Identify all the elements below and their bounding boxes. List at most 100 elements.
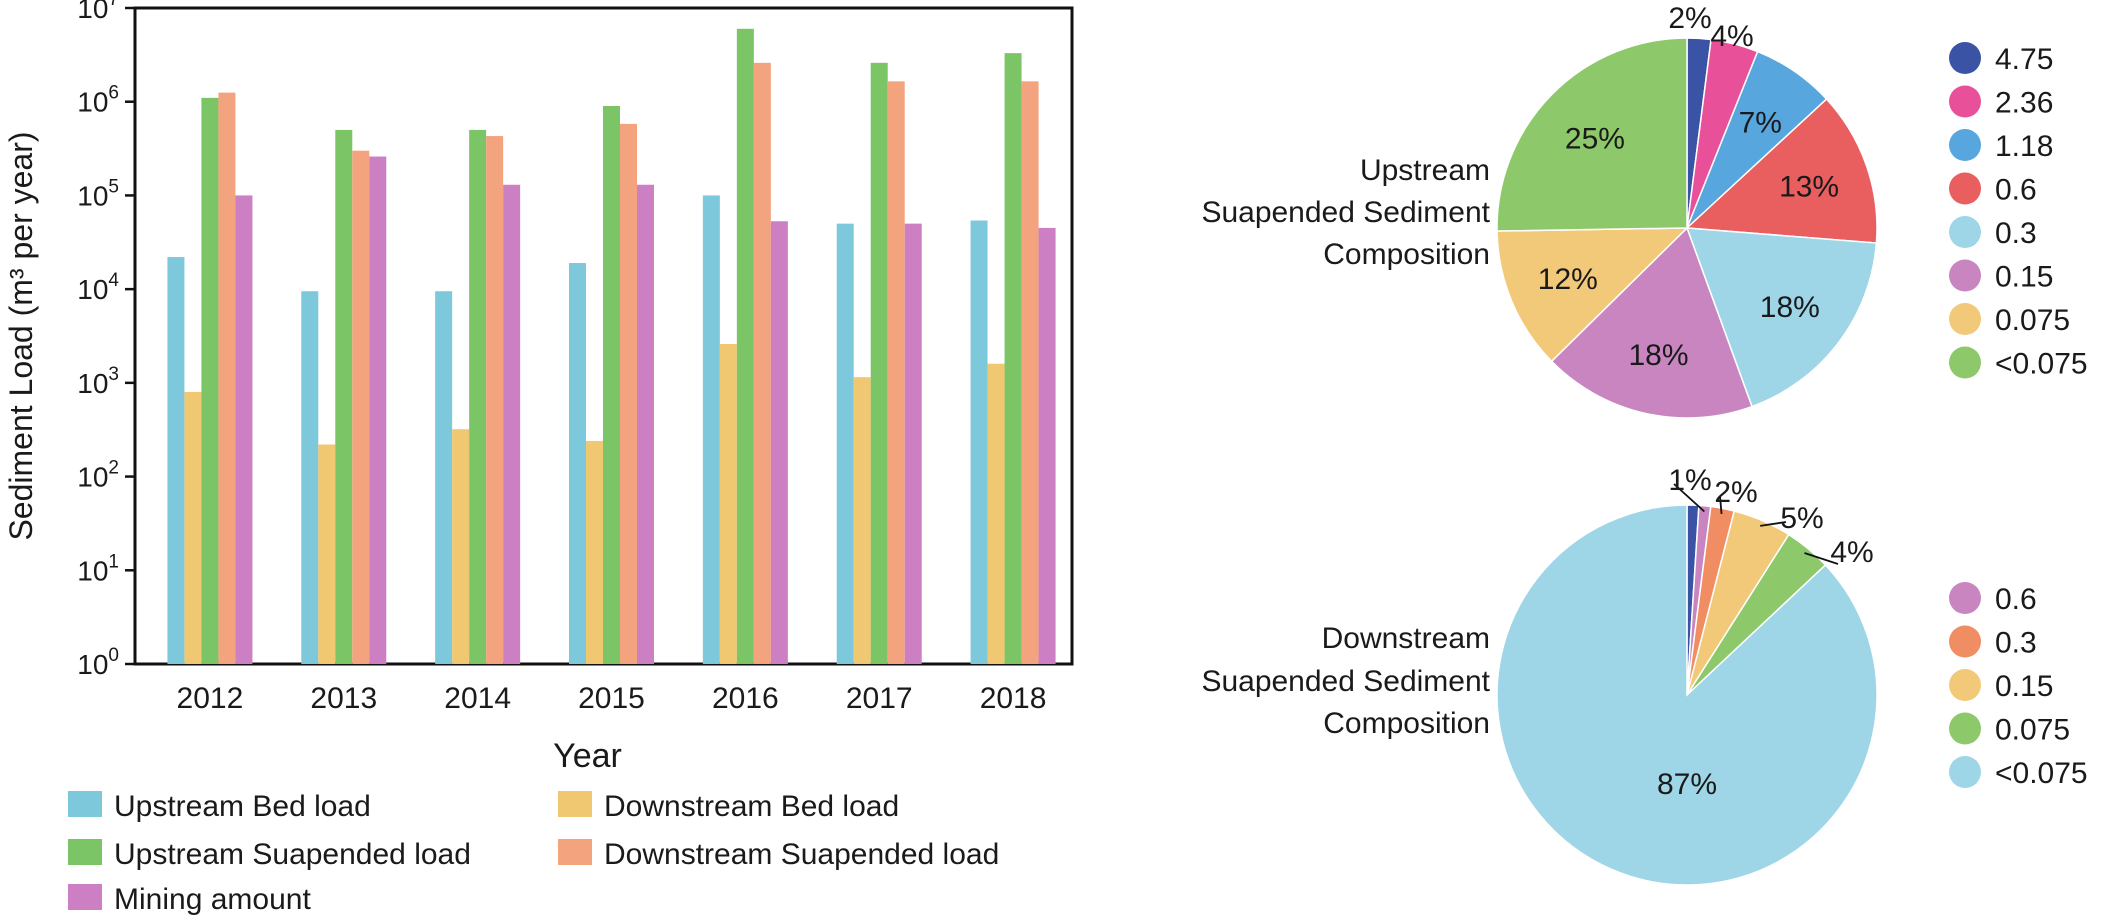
pie-title: Suapended Sediment — [1201, 665, 1490, 698]
leader-line — [1719, 495, 1723, 515]
legend-marker — [1949, 85, 1981, 118]
bar — [452, 429, 470, 664]
legend-swatch — [558, 791, 592, 817]
x-tick-label: 2014 — [444, 682, 511, 715]
pie-slice-label: 2% — [1714, 476, 1757, 509]
y-tick-label: 101 — [77, 551, 119, 586]
y-tick-label: 107 — [77, 0, 119, 24]
bar — [702, 195, 720, 664]
bar — [469, 129, 487, 664]
legend-swatch — [68, 839, 102, 865]
bar-chart: 100 101 102 103 104 105 106 107 Sediment Load (m… — [3, 0, 1074, 916]
pie-title: Downstream — [1322, 622, 1490, 655]
x-axis-title: Year — [553, 737, 622, 775]
legend-marker — [1949, 756, 1981, 788]
pie-slice-label: 7% — [1739, 107, 1782, 140]
x-tick-label: 2017 — [846, 682, 913, 715]
bar — [184, 391, 202, 664]
bar — [836, 223, 854, 664]
legend-label: 4.75 — [1995, 43, 2053, 76]
bar — [218, 92, 236, 664]
bar — [586, 440, 603, 664]
pie-legend-item: 0.075 — [1949, 303, 2070, 337]
legend-item: Downstream Bed load — [558, 790, 899, 823]
pie-title: Upstream — [1360, 154, 1490, 187]
legend-label: 0.075 — [1995, 714, 2070, 747]
pie-legend-item: <0.075 — [1949, 756, 2088, 790]
y-tick-label: 104 — [77, 270, 119, 305]
legend-item: Mining amount — [68, 883, 311, 916]
pie-slice — [1496, 227, 1689, 363]
x-tick-label: 2012 — [177, 682, 244, 715]
pie-slice-label: 4% — [1710, 20, 1753, 53]
pie-slice — [1496, 37, 1688, 232]
legend-label: 0.15 — [1995, 670, 2053, 703]
bar — [1021, 81, 1039, 664]
legend-marker — [1949, 259, 1981, 292]
legend-marker — [1949, 346, 1981, 379]
x-tick-label: 2015 — [578, 682, 645, 715]
bar — [603, 106, 620, 664]
pie-slice-label: 5% — [1780, 502, 1823, 535]
legend-marker — [1949, 625, 1981, 658]
pie-slice — [1685, 227, 1878, 408]
pie-slice-label: 4% — [1830, 536, 1873, 569]
legend-marker — [1949, 129, 1981, 161]
pie-slice-label: 87% — [1657, 768, 1717, 801]
bar — [736, 28, 754, 664]
legend-marker — [1949, 42, 1981, 74]
pie-legend-item: 0.3 — [1949, 625, 2037, 660]
bar — [887, 81, 905, 664]
legend-marker — [1949, 712, 1981, 745]
legend-swatch — [68, 884, 102, 910]
pie-slice-label: 25% — [1565, 122, 1625, 155]
legend-marker — [1949, 669, 1981, 701]
y-axis-title: Sediment Load (m³ per year) — [3, 131, 39, 540]
pie-legend-item: 0.15 — [1949, 259, 2053, 294]
bar — [970, 220, 988, 665]
legend-marker — [1949, 216, 1981, 248]
legend-label: 0.3 — [1995, 217, 2037, 250]
pie-title: Composition — [1323, 238, 1490, 271]
pie-legend-item: 0.6 — [1949, 172, 2037, 207]
pie-title: Composition — [1323, 707, 1490, 740]
legend-label: <0.075 — [1995, 348, 2088, 381]
y-tick-label: 100 — [77, 645, 119, 680]
pie-slice — [1550, 226, 1753, 419]
bar — [1038, 227, 1056, 665]
y-tick-label: 106 — [77, 83, 119, 118]
legend-label: Mining amount — [114, 883, 311, 916]
x-tick-label: 2013 — [310, 682, 377, 715]
legend-label: Upstream Suapended load — [114, 838, 471, 871]
x-tick-label: 2018 — [980, 682, 1047, 715]
bar — [987, 363, 1005, 664]
leader-line — [1673, 483, 1705, 513]
bar — [1004, 53, 1022, 664]
legend-marker — [1949, 172, 1981, 205]
legend-item: Upstream Suapended load — [68, 838, 471, 871]
pie-legend-item: 2.36 — [1949, 85, 2053, 120]
bar — [318, 444, 336, 664]
legend-label: 1.18 — [1995, 130, 2053, 163]
bar — [201, 97, 219, 664]
bar — [369, 156, 387, 664]
pie-slice-label: 2% — [1668, 2, 1711, 35]
pie-legend-item: <0.075 — [1949, 346, 2088, 381]
pie-slice-label: 18% — [1760, 291, 1820, 324]
bar — [503, 184, 521, 664]
legend-marker — [1949, 303, 1981, 335]
pie-legend-item: 0.075 — [1949, 712, 2070, 747]
bar — [569, 263, 586, 664]
bar — [352, 150, 370, 664]
legend-label: 0.6 — [1995, 583, 2037, 616]
bar — [235, 195, 253, 664]
leader-line — [1760, 521, 1787, 527]
pie-slice — [1496, 504, 1878, 886]
bar — [335, 129, 353, 664]
pie-chart: 2%4% 7% 13% 18% 18% 12% 25% Upstream Suapended S… — [1201, 2, 2088, 419]
legend-label: 0.3 — [1995, 627, 2037, 660]
bar — [167, 257, 185, 664]
legend-swatch — [558, 839, 592, 865]
legend-swatch — [68, 791, 102, 817]
